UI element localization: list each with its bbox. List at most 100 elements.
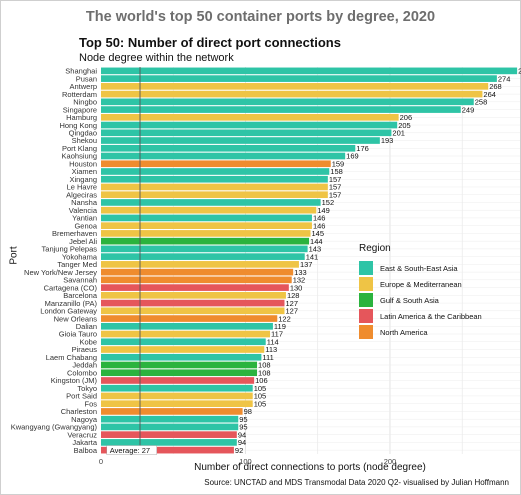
- legend-swatch: [359, 277, 373, 291]
- y-tick-label: Genoa: [74, 221, 97, 230]
- y-tick-label: Kwangyang (Gwangyang): [11, 423, 98, 432]
- data-label: 132: [293, 276, 306, 285]
- legend-title: Region: [359, 243, 391, 254]
- data-label: 105: [254, 392, 267, 401]
- y-tick-label: Port Klang: [62, 144, 97, 153]
- data-label: 157: [329, 183, 342, 192]
- y-tick-label: Colombo: [67, 368, 97, 377]
- data-label: 145: [312, 229, 325, 238]
- bar: [101, 400, 253, 408]
- data-label: 258: [475, 98, 488, 107]
- bar: [101, 384, 253, 392]
- legend-label: Latin America & the Caribbean: [380, 311, 482, 321]
- data-label: 205: [398, 121, 411, 130]
- bar: [101, 392, 253, 400]
- bar: [101, 439, 237, 446]
- data-label: 158: [330, 167, 343, 176]
- bar: [101, 245, 308, 253]
- bar: [101, 67, 518, 75]
- y-tick-label: Singapore: [63, 105, 97, 114]
- data-label: 143: [309, 245, 322, 254]
- y-tick-label: Le Havre: [67, 183, 97, 192]
- y-tick-label: Valencia: [69, 206, 98, 215]
- data-label: 98: [244, 407, 252, 416]
- bar: [101, 276, 292, 284]
- bar: [101, 183, 328, 191]
- legend-label: North America: [380, 327, 428, 337]
- bar: [101, 160, 331, 168]
- y-tick-label: Manzanillo (PA): [45, 299, 98, 308]
- y-tick-label: Antwerp: [69, 82, 97, 91]
- chart-title: The world's top 50 container ports by de…: [85, 9, 436, 25]
- legend-item: East & South-East Asia: [359, 260, 482, 276]
- data-label: 94: [238, 430, 246, 439]
- data-label: 95: [239, 415, 247, 424]
- bar: [101, 338, 266, 346]
- bar: [101, 377, 255, 384]
- data-label: 106: [255, 376, 268, 385]
- data-label: 108: [258, 361, 271, 370]
- y-tick-label: Algeciras: [66, 190, 97, 199]
- data-label: 169: [346, 152, 359, 161]
- bar: [101, 222, 312, 229]
- data-label: 105: [254, 399, 267, 408]
- y-tick-label: Bremerhaven: [52, 229, 97, 238]
- y-tick-label: Veracruz: [67, 430, 97, 439]
- y-tick-label: Kingston (JM): [51, 376, 98, 385]
- data-label: 111: [262, 353, 273, 362]
- bar: [101, 446, 234, 454]
- legend-label: Europe & Mediterranean: [380, 279, 462, 289]
- data-label: 159: [332, 159, 345, 168]
- legend-item: North America: [359, 324, 482, 340]
- y-tick-label: Shanghai: [65, 67, 97, 76]
- y-tick-label: Jakarta: [72, 438, 97, 447]
- y-tick-label: Hamburg: [66, 113, 97, 122]
- data-label: 137: [300, 260, 313, 269]
- data-label: 146: [313, 214, 326, 223]
- data-label: 288: [518, 67, 521, 76]
- bar: [101, 369, 258, 377]
- data-label: 264: [483, 90, 496, 99]
- y-axis-label: Port: [8, 246, 20, 265]
- data-label: 122: [278, 314, 291, 323]
- bar: [101, 168, 330, 175]
- data-label: 146: [313, 221, 326, 230]
- x-tick-label: 200: [384, 457, 397, 466]
- y-tick-label: Nagoya: [71, 415, 98, 424]
- legend-label: Gulf & South Asia: [380, 295, 439, 305]
- y-tick-label: Yokohama: [62, 252, 98, 261]
- legend-label: East & South-East Asia: [380, 263, 458, 273]
- legend-swatch: [359, 325, 373, 339]
- y-tick-label: Ningbo: [73, 98, 97, 107]
- chart-caption: Node degree within the network: [79, 52, 234, 64]
- average-label-box: [106, 445, 157, 455]
- data-label: 152: [322, 198, 335, 207]
- data-label: 95: [239, 423, 247, 432]
- y-tick-label: Gioia Tauro: [59, 330, 97, 339]
- bar: [101, 175, 328, 183]
- data-label: 108: [258, 368, 271, 377]
- data-label: 144: [310, 237, 323, 246]
- bar: [101, 423, 239, 431]
- data-label: 141: [306, 252, 319, 261]
- source-note: Source: UNCTAD and MDS Transmodal Data 2…: [204, 478, 509, 487]
- bar: [101, 129, 392, 137]
- average-label: Average: 27: [110, 446, 150, 455]
- data-label: 201: [392, 128, 405, 137]
- y-tick-label: Balboa: [74, 446, 98, 455]
- bar: [101, 431, 237, 438]
- y-tick-label: Jeddah: [72, 361, 97, 370]
- bar: [101, 121, 398, 129]
- y-tick-label: Tanjung Pelepas: [42, 245, 98, 254]
- y-tick-label: Tokyo: [77, 384, 97, 393]
- legend-item: Europe & Mediterranean: [359, 276, 482, 292]
- bar: [101, 415, 239, 423]
- y-tick-label: Dalian: [76, 322, 97, 331]
- bar: [101, 361, 258, 369]
- data-label: 128: [287, 291, 300, 300]
- bar: [101, 83, 489, 90]
- y-tick-label: London Gateway: [40, 307, 97, 316]
- bar: [101, 191, 328, 199]
- y-tick-label: Kaohsiung: [62, 152, 97, 161]
